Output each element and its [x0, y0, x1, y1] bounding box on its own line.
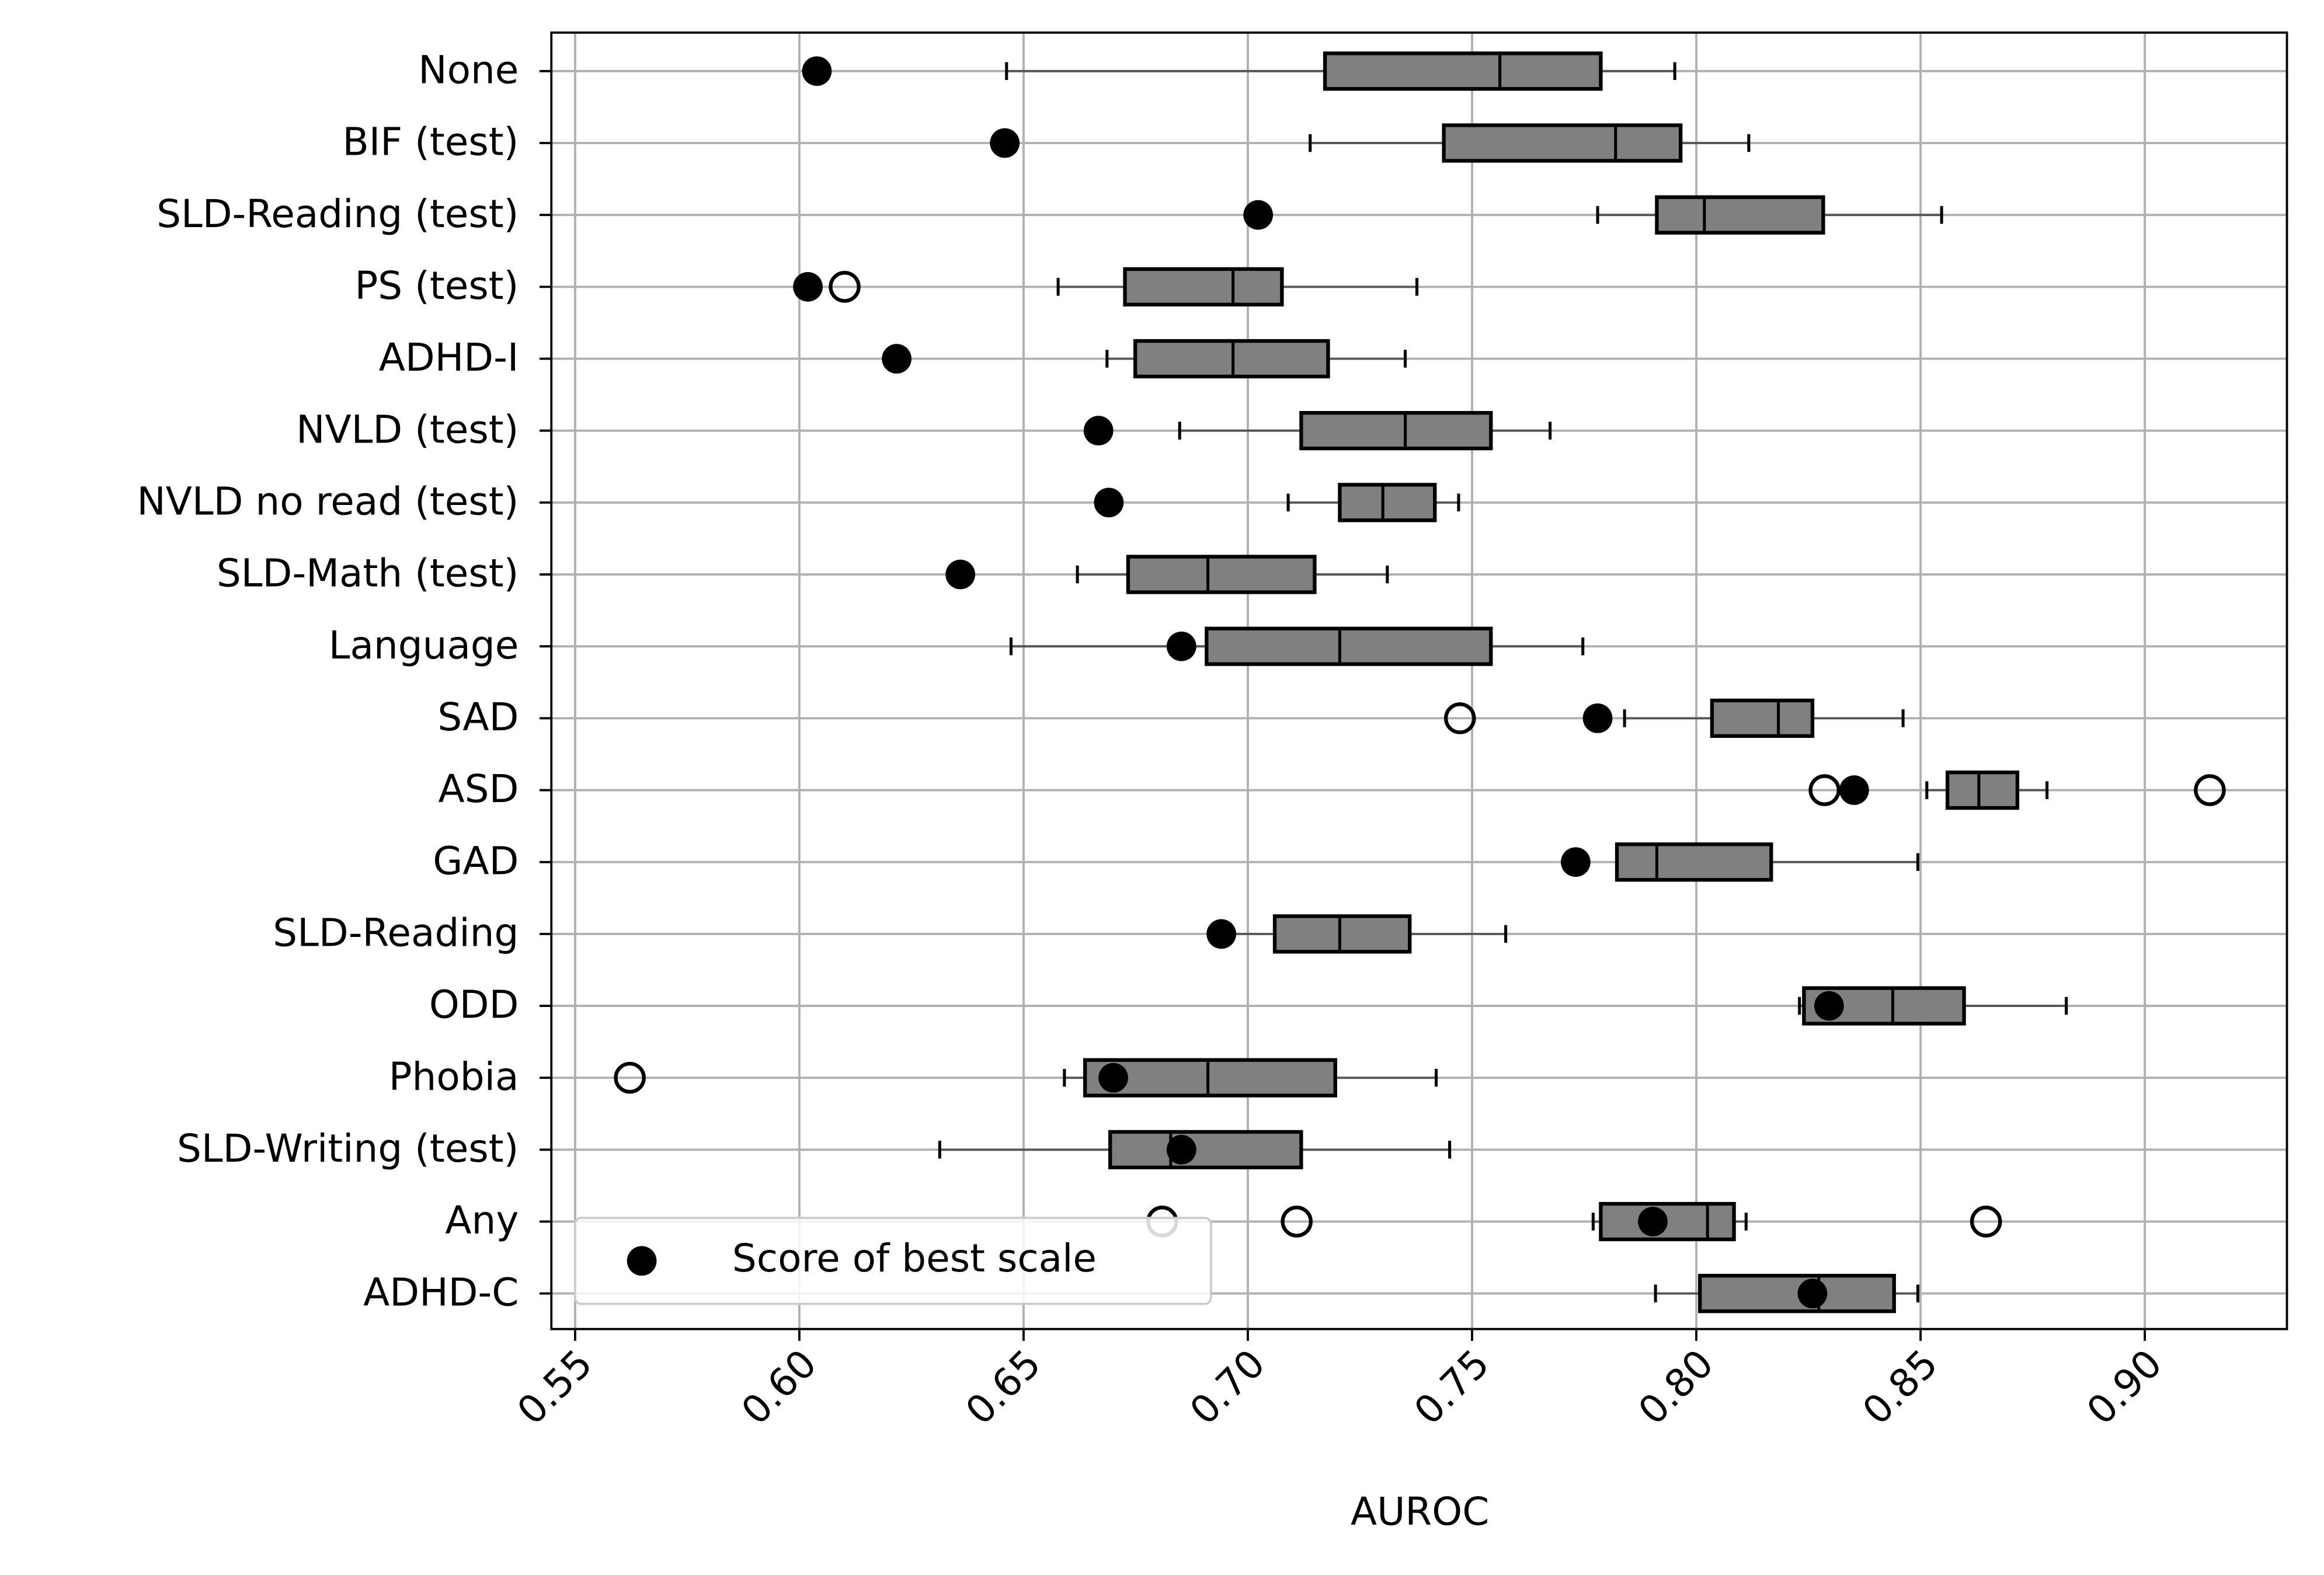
- box: [1272, 914, 1412, 954]
- best-score: [1166, 1135, 1196, 1165]
- box: [1615, 842, 1773, 882]
- best-score: [882, 344, 912, 374]
- x-tick-label: 0.85: [1854, 1341, 1946, 1433]
- best-score: [1797, 1278, 1828, 1309]
- y-tick-label: BIF (test): [343, 120, 519, 165]
- best-score: [1638, 1207, 1668, 1236]
- best-score: [1561, 847, 1591, 877]
- box: [1655, 195, 1825, 235]
- best-score: [1094, 487, 1124, 518]
- y-tick-label: GAD: [433, 838, 519, 883]
- y-tick-label: SAD: [437, 695, 519, 740]
- box: [1299, 411, 1493, 451]
- y-tick-label: None: [418, 47, 519, 92]
- x-tick-label: 0.70: [1181, 1341, 1274, 1433]
- box: [1323, 51, 1603, 91]
- outlier: [1970, 1205, 2002, 1238]
- outlier: [1808, 774, 1841, 806]
- best-score: [1582, 703, 1613, 733]
- y-tick-label: NVLD (test): [296, 407, 519, 452]
- outlier: [2194, 774, 2226, 806]
- y-tick-label: SLD-Math (test): [217, 551, 519, 596]
- best-score: [1243, 200, 1274, 230]
- y-tick-label: ADHD-I: [379, 335, 519, 380]
- y-tick-label: NVLD no read (test): [137, 479, 519, 524]
- best-score: [990, 128, 1020, 158]
- y-tick-label: SLD-Reading (test): [156, 191, 519, 236]
- legend-label: Score of best scale: [732, 1236, 1097, 1281]
- box: [1083, 1058, 1337, 1097]
- y-tick-label: Any: [445, 1198, 519, 1243]
- best-score: [1206, 919, 1237, 949]
- outlier: [1281, 1205, 1313, 1238]
- box: [1123, 267, 1284, 306]
- legend-box: [573, 1217, 1212, 1305]
- best-score: [945, 559, 976, 590]
- best-score: [793, 271, 823, 302]
- best-score: [1166, 631, 1196, 661]
- box: [1338, 483, 1437, 522]
- y-tick-label: Phobia: [389, 1054, 519, 1099]
- box: [1108, 1130, 1303, 1170]
- y-tick-label: SLD-Writing (test): [177, 1126, 519, 1171]
- outlier: [829, 271, 861, 303]
- plot-frame: [550, 31, 2288, 1330]
- best-score: [1814, 991, 1844, 1021]
- y-tick-label: Language: [329, 623, 519, 668]
- x-tick-label: 0.75: [1405, 1341, 1498, 1433]
- best-score: [1839, 775, 1869, 805]
- y-tick-label: ADHD-C: [363, 1270, 519, 1315]
- best-score: [1098, 1062, 1128, 1093]
- x-tick-label: 0.60: [733, 1341, 825, 1433]
- y-tick-label: SLD-Reading: [273, 911, 519, 956]
- x-tick-label: 0.80: [1630, 1341, 1722, 1433]
- box: [1442, 123, 1683, 163]
- x-tick-label: 0.90: [2078, 1341, 2170, 1433]
- outlier: [614, 1061, 646, 1094]
- box: [1205, 626, 1493, 666]
- box: [1945, 770, 2020, 810]
- legend-marker: [627, 1246, 657, 1276]
- box: [1126, 555, 1317, 594]
- y-tick-label: ASD: [439, 766, 519, 811]
- x-axis-label: AUROC: [1351, 1489, 1489, 1534]
- outlier: [1443, 702, 1476, 734]
- box: [1710, 698, 1815, 738]
- best-score: [1083, 416, 1114, 446]
- best-score: [802, 56, 832, 86]
- x-tick-label: 0.65: [957, 1341, 1049, 1433]
- x-tick-label: 0.55: [509, 1341, 601, 1433]
- y-tick-label: ODD: [429, 982, 519, 1027]
- y-tick-label: PS (test): [355, 263, 519, 308]
- box: [1698, 1274, 1896, 1313]
